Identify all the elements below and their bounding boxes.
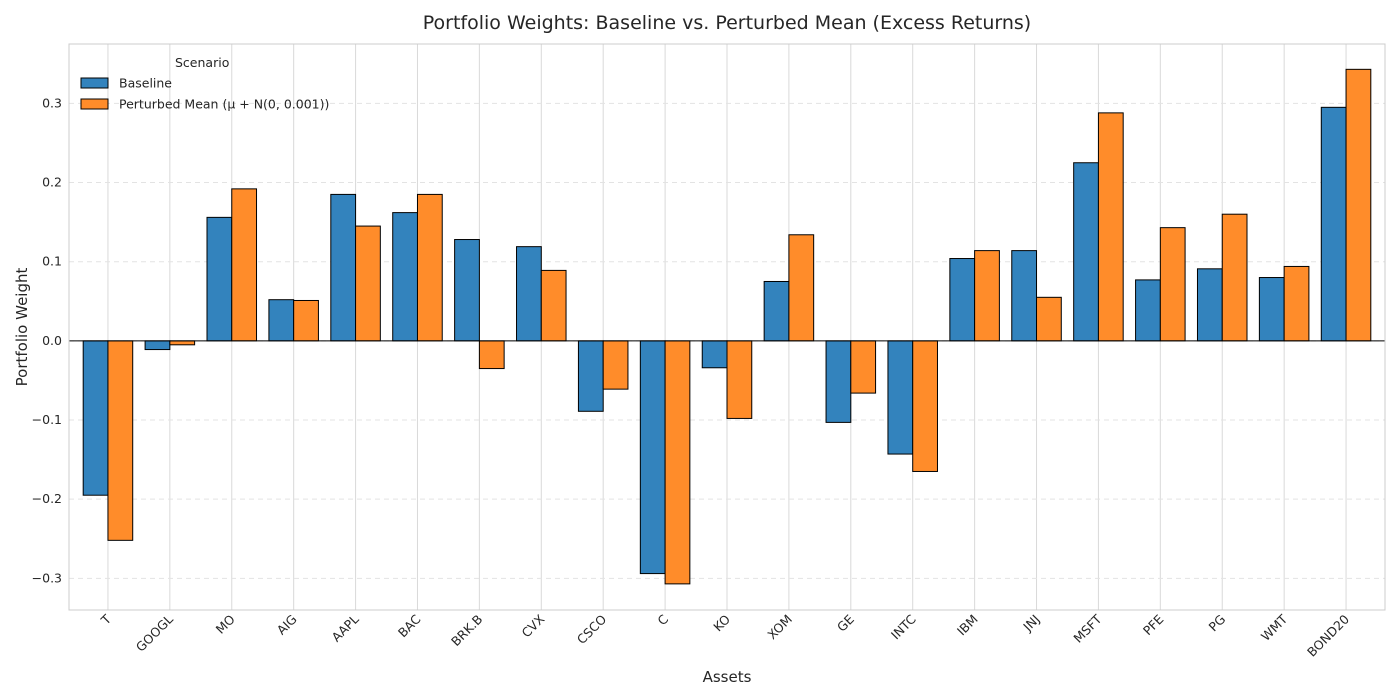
bars (82, 68, 1372, 585)
x-tick-label: AIG (274, 612, 300, 638)
legend-label-baseline: Baseline (119, 76, 172, 91)
bar-baseline-aapl (330, 193, 357, 342)
x-tick-label: PFE (1140, 611, 1167, 638)
y-axis-label: Portfolio Weight (13, 268, 31, 387)
x-tick-label: GOOGL (133, 611, 176, 654)
bar-baseline-googl (144, 340, 171, 351)
bar-perturbed-wmt (1283, 265, 1310, 342)
bar-perturbed-cvx (540, 269, 567, 342)
bar-baseline-bac (392, 212, 418, 342)
bar-perturbed-ge (850, 340, 877, 394)
bar-perturbed-msft (1097, 112, 1124, 342)
y-tick-label: 0.3 (42, 95, 62, 110)
bar-baseline-brk.b (454, 239, 480, 342)
x-tick-label: GE (834, 611, 857, 634)
x-tick-label: MSFT (1070, 611, 1104, 645)
x-tick-label: KO (710, 611, 733, 634)
bar-baseline-c (639, 340, 666, 575)
legend-swatch-perturbed (80, 98, 109, 110)
bar-baseline-ge (825, 340, 852, 423)
x-tick-label: AAPL (328, 611, 361, 644)
y-tick-label: 0.1 (42, 254, 62, 269)
bar-baseline-ibm (949, 258, 976, 342)
bar-baseline-wmt (1258, 277, 1285, 342)
bar-perturbed-c (664, 340, 691, 585)
x-tick-label: BOND20 (1304, 611, 1352, 659)
y-axis-ticks: −0.3 −0.2 −0.1 0.0 0.1 0.2 0.3 (32, 95, 62, 585)
x-tick-label: PG (1206, 612, 1229, 635)
y-tick-label: −0.2 (32, 491, 62, 506)
legend-swatch-baseline (80, 77, 109, 89)
bar-baseline-mo (206, 216, 233, 342)
x-tick-label: CSCO (574, 611, 610, 647)
plot-frame (68, 43, 1386, 611)
bar-baseline-jnj (1011, 250, 1038, 342)
bar-perturbed-jnj (1036, 296, 1062, 342)
bar-baseline-t (82, 340, 109, 496)
bar-baseline-pfe (1135, 279, 1161, 342)
x-tick-label: INTC (888, 611, 919, 642)
bar-baseline-ko (701, 340, 728, 369)
bar-baseline-msft (1073, 162, 1099, 342)
bar-perturbed-bond20 (1345, 68, 1372, 342)
x-tick-label: BRK.B (448, 612, 485, 649)
bar-perturbed-aig (293, 299, 319, 342)
bar-baseline-pg (1196, 268, 1223, 342)
bar-perturbed-t (107, 340, 134, 541)
x-tick-label: MO (213, 611, 238, 636)
bar-baseline-xom (763, 280, 790, 342)
bar-perturbed-xom (788, 234, 815, 342)
chart-title: Portfolio Weights: Baseline vs. Perturbe… (423, 12, 1031, 34)
bar-perturbed-intc (912, 340, 938, 472)
bar-perturbed-aapl (355, 225, 381, 342)
bar-baseline-bond20 (1320, 106, 1347, 342)
x-tick-label: CVX (519, 611, 548, 640)
y-tick-label: 0.0 (42, 333, 62, 348)
bar-perturbed-brk.b (478, 340, 505, 370)
x-tick-label: XOM (764, 612, 795, 643)
bar-baseline-aig (268, 299, 295, 342)
bar-perturbed-googl (169, 340, 196, 346)
x-tick-label: IBM (954, 612, 981, 639)
legend-label-perturbed: Perturbed Mean (μ + N(0, 0.001)) (119, 97, 329, 112)
x-tick-label: T (97, 611, 114, 628)
bar-perturbed-pg (1221, 213, 1248, 342)
bar-baseline-csco (577, 340, 604, 412)
x-tick-label: C (654, 611, 671, 628)
y-tick-label: 0.2 (42, 175, 62, 190)
x-tick-label: JNJ (1019, 612, 1042, 635)
bar-perturbed-pfe (1159, 227, 1186, 342)
y-tick-label: −0.3 (32, 570, 62, 585)
x-tick-label: WMT (1258, 611, 1291, 644)
bar-baseline-cvx (516, 246, 542, 342)
x-axis-label: Assets (703, 668, 752, 686)
y-tick-label: −0.1 (32, 412, 62, 427)
bar-perturbed-bac (416, 193, 443, 342)
legend-title: Scenario (175, 55, 229, 70)
bar-baseline-intc (887, 340, 914, 455)
x-axis-ticks: T GOOGL MO AIG AAPL BAC BRK.B CVX CSCO C KO XOM GE IN… (97, 611, 1352, 659)
grid-lines (69, 44, 1385, 610)
bar-perturbed-ibm (974, 250, 1000, 342)
x-tick-label: BAC (395, 611, 424, 640)
bar-perturbed-ko (726, 340, 753, 419)
bar-perturbed-mo (231, 188, 258, 342)
bar-perturbed-csco (602, 340, 629, 390)
